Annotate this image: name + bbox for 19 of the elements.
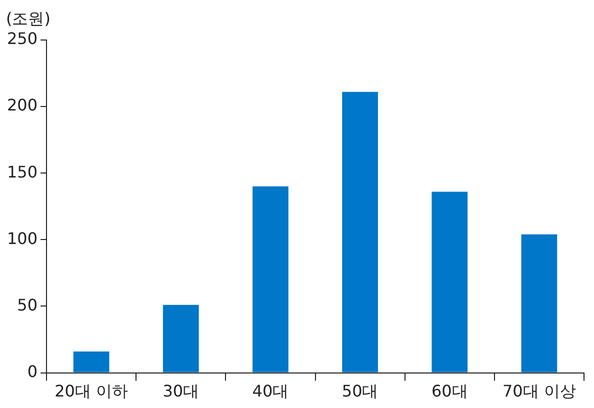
y-tick-label: 50 [17,295,38,314]
y-tick-label: 250 [6,29,38,48]
bar [432,192,468,372]
y-axis-title: (조원) [6,9,50,28]
bar [162,304,199,372]
bar [252,186,288,372]
y-tick-label: 200 [6,96,38,115]
x-tick-label: 20대 이하 [54,382,128,401]
bar [73,352,110,372]
y-tick-label: 0 [27,362,38,381]
x-tick-label: 40대 [252,382,289,401]
x-tick-label: 50대 [342,382,378,401]
y-tick-label: 100 [6,228,38,248]
x-tick-label: 70대 이상 [502,382,576,401]
bar [521,234,558,372]
y-tick-label: 150 [6,162,38,182]
bar [342,92,378,372]
x-tick-label: 30대 [162,382,200,401]
x-tick-label: 60대 [431,382,468,401]
